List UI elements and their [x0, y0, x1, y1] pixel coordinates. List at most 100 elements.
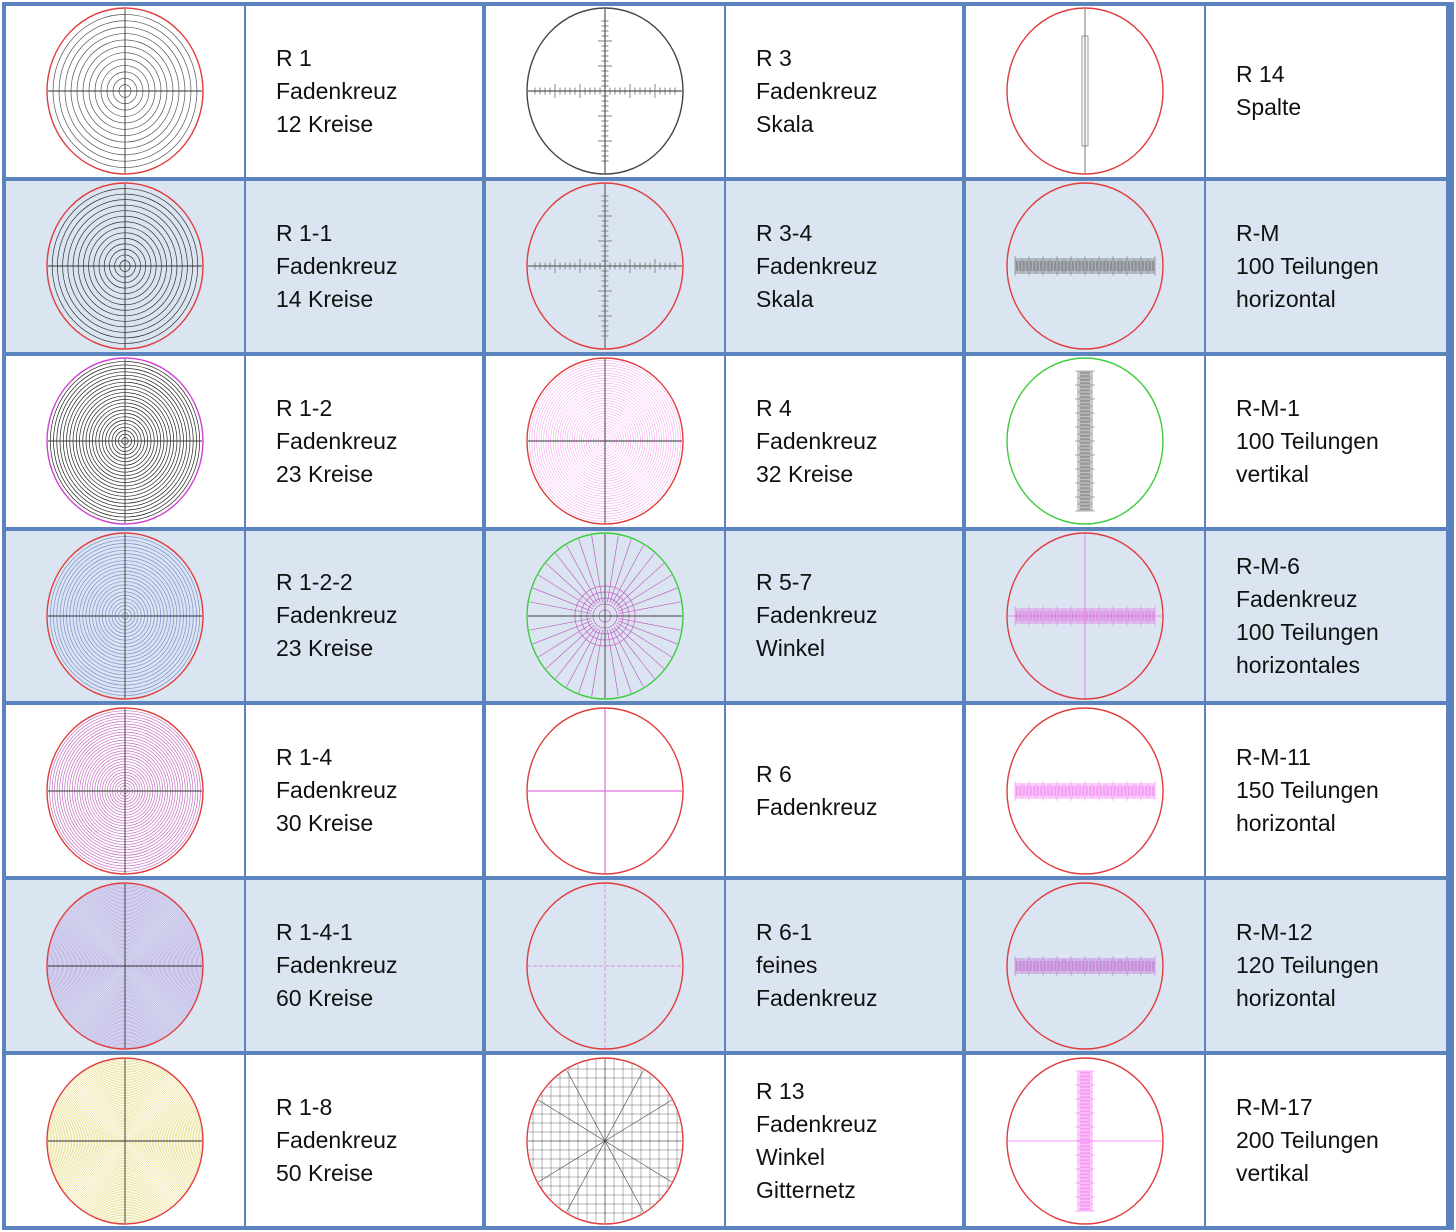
reticle-label: R 1-8 Fadenkreuz 50 Kreise [276, 1091, 397, 1190]
reticle-code: R 1-1 [276, 219, 333, 246]
reticle-image-cell [486, 180, 726, 352]
reticle-code: R 6 [756, 760, 792, 787]
reticle-label-cell: R-M-11 150 Teilungen horizontal [1206, 705, 1446, 877]
reticle-description-line: horizontal [1236, 285, 1336, 312]
reticle-label-cell: R 5-7 Fadenkreuz Winkel [726, 530, 966, 702]
reticle-label: R-M-12 120 Teilungen horizontal [1236, 916, 1379, 1015]
reticle-label-cell: R 14 Spalte [1206, 6, 1446, 177]
reticle-description-line: 100 Teilungen [1236, 618, 1379, 645]
reticle-description-line: 50 Kreise [276, 1160, 374, 1187]
reticle-description-line: 120 Teilungen [1236, 952, 1379, 979]
reticle-image-cell [966, 530, 1206, 702]
reticle-description-line: 23 Kreise [276, 635, 374, 662]
reticle-description-line: Fadenkreuz [276, 252, 398, 279]
reticle-label: R-M-17 200 Teilungen vertikal [1236, 1091, 1379, 1190]
reticle-code: R-M [1236, 219, 1280, 246]
reticle-code: R 1-4 [276, 744, 333, 771]
reticle-code: R 3 [756, 44, 792, 71]
reticle-code: R 1 [276, 44, 312, 71]
reticle-description-line: 23 Kreise [276, 460, 374, 487]
reticle-image-cell [966, 6, 1206, 177]
reticle-r-1-8-drawing [46, 1056, 204, 1225]
reticle-label-cell: R 1-1 Fadenkreuz 14 Kreise [246, 180, 486, 352]
reticle-label: R-M-1 100 Teilungen vertikal [1236, 392, 1379, 491]
reticle-image-cell [486, 530, 726, 702]
reticle-label-cell: R 13 Fadenkreuz Winkel Gitternetz [726, 1055, 966, 1226]
reticle-label-cell: R 4 Fadenkreuz 32 Kreise [726, 355, 966, 527]
reticle-code: R-M-6 [1236, 552, 1300, 579]
reticle-code: R-M-1 [1236, 394, 1300, 421]
reticle-r-3-4-drawing [526, 182, 684, 350]
reticle-image-cell [966, 355, 1206, 527]
reticle-description-line: Fadenkreuz [276, 602, 398, 629]
reticle-image-cell [6, 880, 246, 1052]
reticle-label: R 3-4 Fadenkreuz Skala [756, 217, 877, 316]
reticle-image-cell [486, 880, 726, 1052]
reticle-image-cell [6, 705, 246, 877]
reticle-image-cell [966, 180, 1206, 352]
reticle-label-cell: R 1-8 Fadenkreuz 50 Kreise [246, 1055, 486, 1226]
reticle-image-cell [6, 1055, 246, 1226]
reticle-label: R 1 Fadenkreuz 12 Kreise [276, 42, 397, 141]
reticle-label-cell: R-M 100 Teilungen horizontal [1206, 180, 1446, 352]
reticle-r-m-11-drawing [1006, 707, 1164, 875]
reticle-code: R 1-4-1 [276, 919, 353, 946]
reticle-code: R 5-7 [756, 569, 813, 596]
reticle-label-cell: R-M-12 120 Teilungen horizontal [1206, 880, 1446, 1052]
reticle-label-cell: R 1 Fadenkreuz 12 Kreise [246, 6, 486, 177]
reticle-label: R 1-1 Fadenkreuz 14 Kreise [276, 217, 397, 316]
reticle-image-cell [966, 1055, 1206, 1226]
reticle-label-cell: R 1-2-2 Fadenkreuz 23 Kreise [246, 530, 486, 702]
reticle-code: R 13 [756, 1077, 805, 1104]
reticle-image-cell [486, 705, 726, 877]
reticle-description-line: Fadenkreuz [276, 77, 398, 104]
reticle-description-line: Skala [756, 285, 814, 312]
reticle-label: R 4 Fadenkreuz 32 Kreise [756, 392, 877, 491]
reticle-label-cell: R 1-4 Fadenkreuz 30 Kreise [246, 705, 486, 877]
reticle-label: R 6 Fadenkreuz [756, 758, 877, 824]
reticle-description-line: Fadenkreuz [276, 1127, 398, 1154]
reticle-label-cell: R 6-1 feines Fadenkreuz [726, 880, 966, 1052]
reticle-label: R 1-4-1 Fadenkreuz 60 Kreise [276, 916, 397, 1015]
reticle-label-cell: R 1-4-1 Fadenkreuz 60 Kreise [246, 880, 486, 1052]
reticle-r-1-2-drawing [46, 357, 204, 525]
reticle-r-3-drawing [526, 7, 684, 176]
reticle-description-line: Fadenkreuz [756, 793, 878, 820]
reticle-description-line: Fadenkreuz [756, 1110, 878, 1137]
reticle-code: R 3-4 [756, 219, 813, 246]
reticle-description-line: horizontales [1236, 651, 1361, 678]
reticle-image-cell [486, 1055, 726, 1226]
reticle-code: R-M-17 [1236, 1094, 1313, 1121]
reticle-code: R 14 [1236, 61, 1285, 88]
reticle-r-6-1-drawing [526, 882, 684, 1050]
reticle-label: R 1-2 Fadenkreuz 23 Kreise [276, 392, 397, 491]
reticle-label-cell: R 6 Fadenkreuz [726, 705, 966, 877]
reticle-image-cell [6, 180, 246, 352]
reticle-label: R-M 100 Teilungen horizontal [1236, 217, 1379, 316]
reticle-r-m-6-drawing [1006, 532, 1164, 700]
reticle-label-cell: R 3 Fadenkreuz Skala [726, 6, 966, 177]
reticle-description-line: Winkel [756, 1143, 826, 1170]
reticle-description-line: Fadenkreuz [756, 427, 878, 454]
reticle-label-cell: R 1-2 Fadenkreuz 23 Kreise [246, 355, 486, 527]
reticle-label: R-M-11 150 Teilungen horizontal [1236, 741, 1379, 840]
reticle-code: R-M-12 [1236, 919, 1313, 946]
reticle-r-1-4-drawing [46, 707, 204, 875]
reticle-r-6-drawing [526, 707, 684, 875]
reticle-description-line: horizontal [1236, 810, 1336, 837]
reticle-r-14-drawing [1006, 7, 1164, 176]
reticle-label: R-M-6 Fadenkreuz 100 Teilungen horizontales [1236, 550, 1379, 682]
reticle-description-line: 100 Teilungen [1236, 252, 1379, 279]
reticle-description-line: 100 Teilungen [1236, 427, 1379, 454]
reticle-description-line: vertikal [1236, 1160, 1309, 1187]
reticle-description-line: feines [756, 952, 818, 979]
reticle-description-line: Fadenkreuz [756, 602, 878, 629]
reticle-description-line: Fadenkreuz [756, 252, 878, 279]
reticle-image-cell [6, 6, 246, 177]
reticle-r-1-1-drawing [46, 182, 204, 350]
reticle-label-cell: R-M-6 Fadenkreuz 100 Teilungen horizontales [1206, 530, 1446, 702]
reticle-description-line: vertikal [1236, 460, 1309, 487]
reticle-r-m-12-drawing [1006, 882, 1164, 1050]
reticle-label-cell: R 3-4 Fadenkreuz Skala [726, 180, 966, 352]
